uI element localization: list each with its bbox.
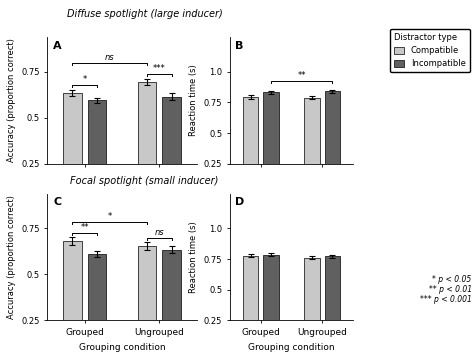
Text: *: *	[108, 212, 112, 221]
Text: Focal spotlight (small inducer): Focal spotlight (small inducer)	[70, 176, 219, 186]
Bar	[243, 256, 258, 320]
Text: * p < 0.05
** p < 0.01
*** p < 0.001: * p < 0.05 ** p < 0.01 *** p < 0.001	[420, 275, 472, 304]
Bar	[243, 97, 258, 164]
Text: *: *	[82, 75, 87, 84]
Bar	[88, 100, 106, 164]
Bar	[88, 254, 106, 320]
Bar	[263, 255, 279, 320]
Bar	[163, 250, 181, 320]
Y-axis label: Accuracy (proportion correct): Accuracy (proportion correct)	[7, 195, 16, 319]
Text: D: D	[235, 197, 244, 207]
X-axis label: Grouping condition: Grouping condition	[248, 342, 335, 352]
Bar	[263, 92, 279, 164]
Y-axis label: Reaction time (s): Reaction time (s)	[189, 64, 198, 136]
Text: A: A	[54, 41, 62, 51]
Y-axis label: Reaction time (s): Reaction time (s)	[189, 221, 198, 293]
Legend: Compatible, Incompatible: Compatible, Incompatible	[390, 29, 470, 73]
Text: ns: ns	[105, 53, 115, 62]
Bar	[325, 256, 340, 320]
Text: C: C	[54, 197, 62, 207]
Bar	[325, 92, 340, 164]
Text: **: **	[81, 223, 89, 232]
Bar	[138, 82, 156, 164]
Bar	[63, 93, 82, 164]
Bar	[304, 98, 320, 164]
Bar	[304, 258, 320, 320]
Bar	[138, 246, 156, 320]
Text: ***: ***	[153, 64, 166, 73]
Text: B: B	[235, 41, 243, 51]
Bar	[63, 241, 82, 320]
X-axis label: Grouping condition: Grouping condition	[79, 342, 165, 352]
Y-axis label: Accuracy (proportion correct): Accuracy (proportion correct)	[7, 38, 16, 162]
Text: ns: ns	[155, 228, 164, 237]
Text: Diffuse spotlight (large inducer): Diffuse spotlight (large inducer)	[67, 9, 222, 19]
Text: **: **	[297, 71, 306, 80]
Bar	[163, 97, 181, 164]
